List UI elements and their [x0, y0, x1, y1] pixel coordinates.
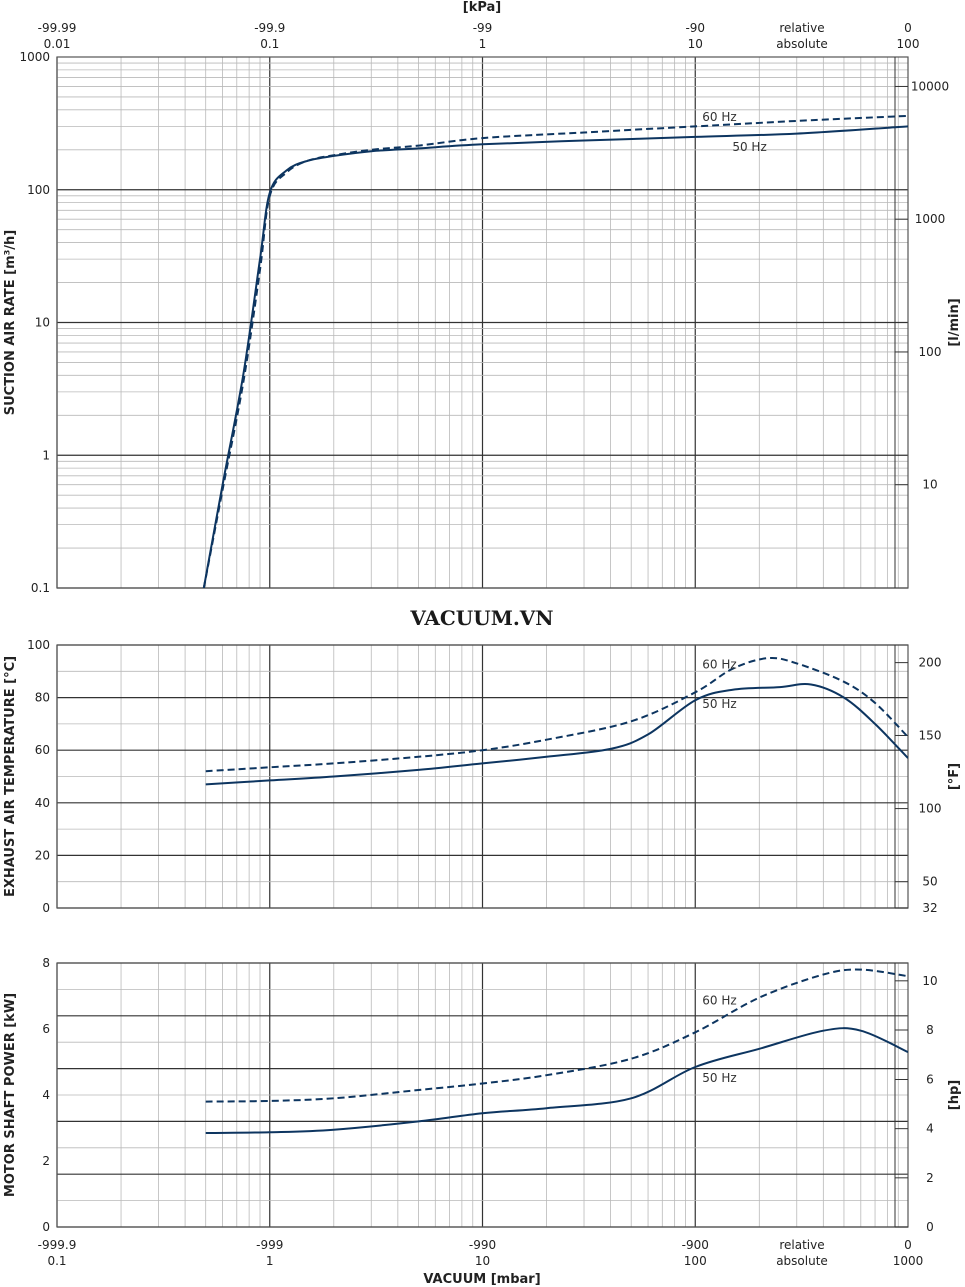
- top-tick-absolute: 0.01: [44, 37, 71, 51]
- series-temperature-60hz-line: [205, 656, 908, 773]
- top-axis-absolute-label: absolute: [776, 37, 828, 51]
- y-tick-label: 20: [35, 848, 50, 862]
- y-right-tick-label: 0: [926, 1220, 934, 1234]
- y-axis-right-title: [hp]: [947, 1080, 962, 1110]
- y-tick-label: 100: [27, 638, 50, 652]
- series-power-50hz-line: [205, 1027, 908, 1134]
- series-power-60hz-line: [205, 968, 908, 1103]
- series-suction-50hz-line: [202, 125, 908, 588]
- bottom-tick-absolute: 1000: [893, 1254, 924, 1268]
- y-tick-label: 40: [35, 796, 50, 810]
- top-axis: [kPa] relative absolute -99.99 -99.9 -99 -9…: [38, 0, 920, 51]
- series-label: 50 Hz: [702, 1071, 736, 1085]
- bottom-axis-relative-label: relative: [779, 1238, 824, 1252]
- top-axis-unit: [kPa]: [463, 0, 501, 15]
- y-right-tick-label: 100: [919, 802, 942, 816]
- bottom-tick-relative: 0: [904, 1238, 912, 1252]
- y-tick-label: 0: [42, 1220, 50, 1234]
- y-axis-right-title: [l/min]: [947, 298, 962, 346]
- bottom-axis-absolute-label: absolute: [776, 1254, 828, 1268]
- y-right-tick-label: 32: [922, 901, 937, 915]
- top-tick-relative: -99: [473, 21, 493, 35]
- series-temperature-50hz-line: [205, 683, 908, 786]
- y-tick-label: 80: [35, 691, 50, 705]
- panel-suction: 0.1 1 10 100 1000 10 100 1000 10000 SUCTION AIR R…: [3, 50, 962, 595]
- top-tick-absolute: 1: [479, 37, 487, 51]
- y-tick-label: 2: [42, 1154, 50, 1168]
- y-tick-label: 0: [42, 901, 50, 915]
- y-axis-title: EXHAUST AIR TEMPERATURE [°C]: [3, 656, 18, 897]
- y-axis-title: SUCTION AIR RATE [m³/h]: [3, 230, 18, 416]
- y-right-tick-label: 50: [922, 875, 937, 889]
- y-right-tick-label: 10000: [911, 79, 949, 93]
- y-right-tick-label: 10: [922, 478, 937, 492]
- y-tick-label: 10: [35, 316, 50, 330]
- y-tick-label: 1: [42, 448, 50, 462]
- series-label: 60 Hz: [702, 658, 736, 672]
- series-label: 50 Hz: [702, 697, 736, 711]
- series-suction-60hz-line: [202, 114, 908, 588]
- y-right-tick-label: 100: [919, 345, 942, 359]
- top-tick-relative: -90: [685, 21, 705, 35]
- y-tick-label: 100: [27, 183, 50, 197]
- top-axis-relative-label: relative: [779, 21, 824, 35]
- y-right-tick-label: 150: [919, 728, 942, 742]
- top-tick-relative: -99.9: [254, 21, 285, 35]
- panel-power: 0 2 4 6 8 0 2 4 6 8 10 MOTOR SHAFT POWER [kW] [hp] 50…: [3, 956, 962, 1234]
- y-right-tick-label: 4: [926, 1122, 934, 1136]
- y-tick-label: 60: [35, 743, 50, 757]
- top-tick-relative: 0: [904, 21, 912, 35]
- plot-frame: [56, 56, 909, 589]
- y-right-tick-label: 6: [926, 1072, 934, 1086]
- bottom-tick-relative: -990: [469, 1238, 496, 1252]
- y-tick-label: 8: [42, 956, 50, 970]
- series-label: 60 Hz: [702, 110, 736, 124]
- panel-temperature: 0 20 40 60 80 100 32 50 100 150 200 EXHAUST AIR TEM…: [3, 638, 962, 915]
- plot-frame: [56, 644, 909, 909]
- y-right-tick-label: 1000: [915, 212, 946, 226]
- series-label: 60 Hz: [702, 993, 736, 1007]
- y-axis-title: MOTOR SHAFT POWER [kW]: [3, 993, 18, 1197]
- top-tick-absolute: 10: [688, 37, 703, 51]
- bottom-tick-relative: -900: [682, 1238, 709, 1252]
- bottom-tick-absolute: 1: [266, 1254, 274, 1268]
- top-tick-absolute: 0.1: [260, 37, 279, 51]
- bottom-tick-relative: -999.9: [38, 1238, 77, 1252]
- bottom-tick-absolute: 10: [475, 1254, 490, 1268]
- y-tick-label: 0.1: [31, 581, 50, 595]
- y-tick-label: 1000: [19, 50, 50, 64]
- y-tick-label: 4: [42, 1088, 50, 1102]
- bottom-axis-title: VACUUM [mbar]: [423, 1272, 540, 1287]
- y-tick-label: 6: [42, 1022, 50, 1036]
- bottom-axis: relative absolute VACUUM [mbar] -999.9 -9…: [38, 1238, 924, 1287]
- top-tick-absolute: 100: [897, 37, 920, 51]
- bottom-tick-absolute: 0.1: [47, 1254, 66, 1268]
- watermark: VACUUM.VN: [409, 606, 553, 630]
- bottom-tick-relative: -999: [256, 1238, 283, 1252]
- y-right-tick-label: 8: [926, 1023, 934, 1037]
- bottom-tick-absolute: 100: [684, 1254, 707, 1268]
- y-axis-right-title: [°F]: [947, 763, 962, 790]
- top-tick-relative: -99.99: [38, 21, 77, 35]
- y-right-tick-label: 2: [926, 1171, 934, 1185]
- plot-frame: [56, 962, 909, 1228]
- y-right-tick-label: 200: [919, 656, 942, 670]
- y-right-tick-label: 10: [922, 974, 937, 988]
- series-label: 50 Hz: [732, 140, 766, 154]
